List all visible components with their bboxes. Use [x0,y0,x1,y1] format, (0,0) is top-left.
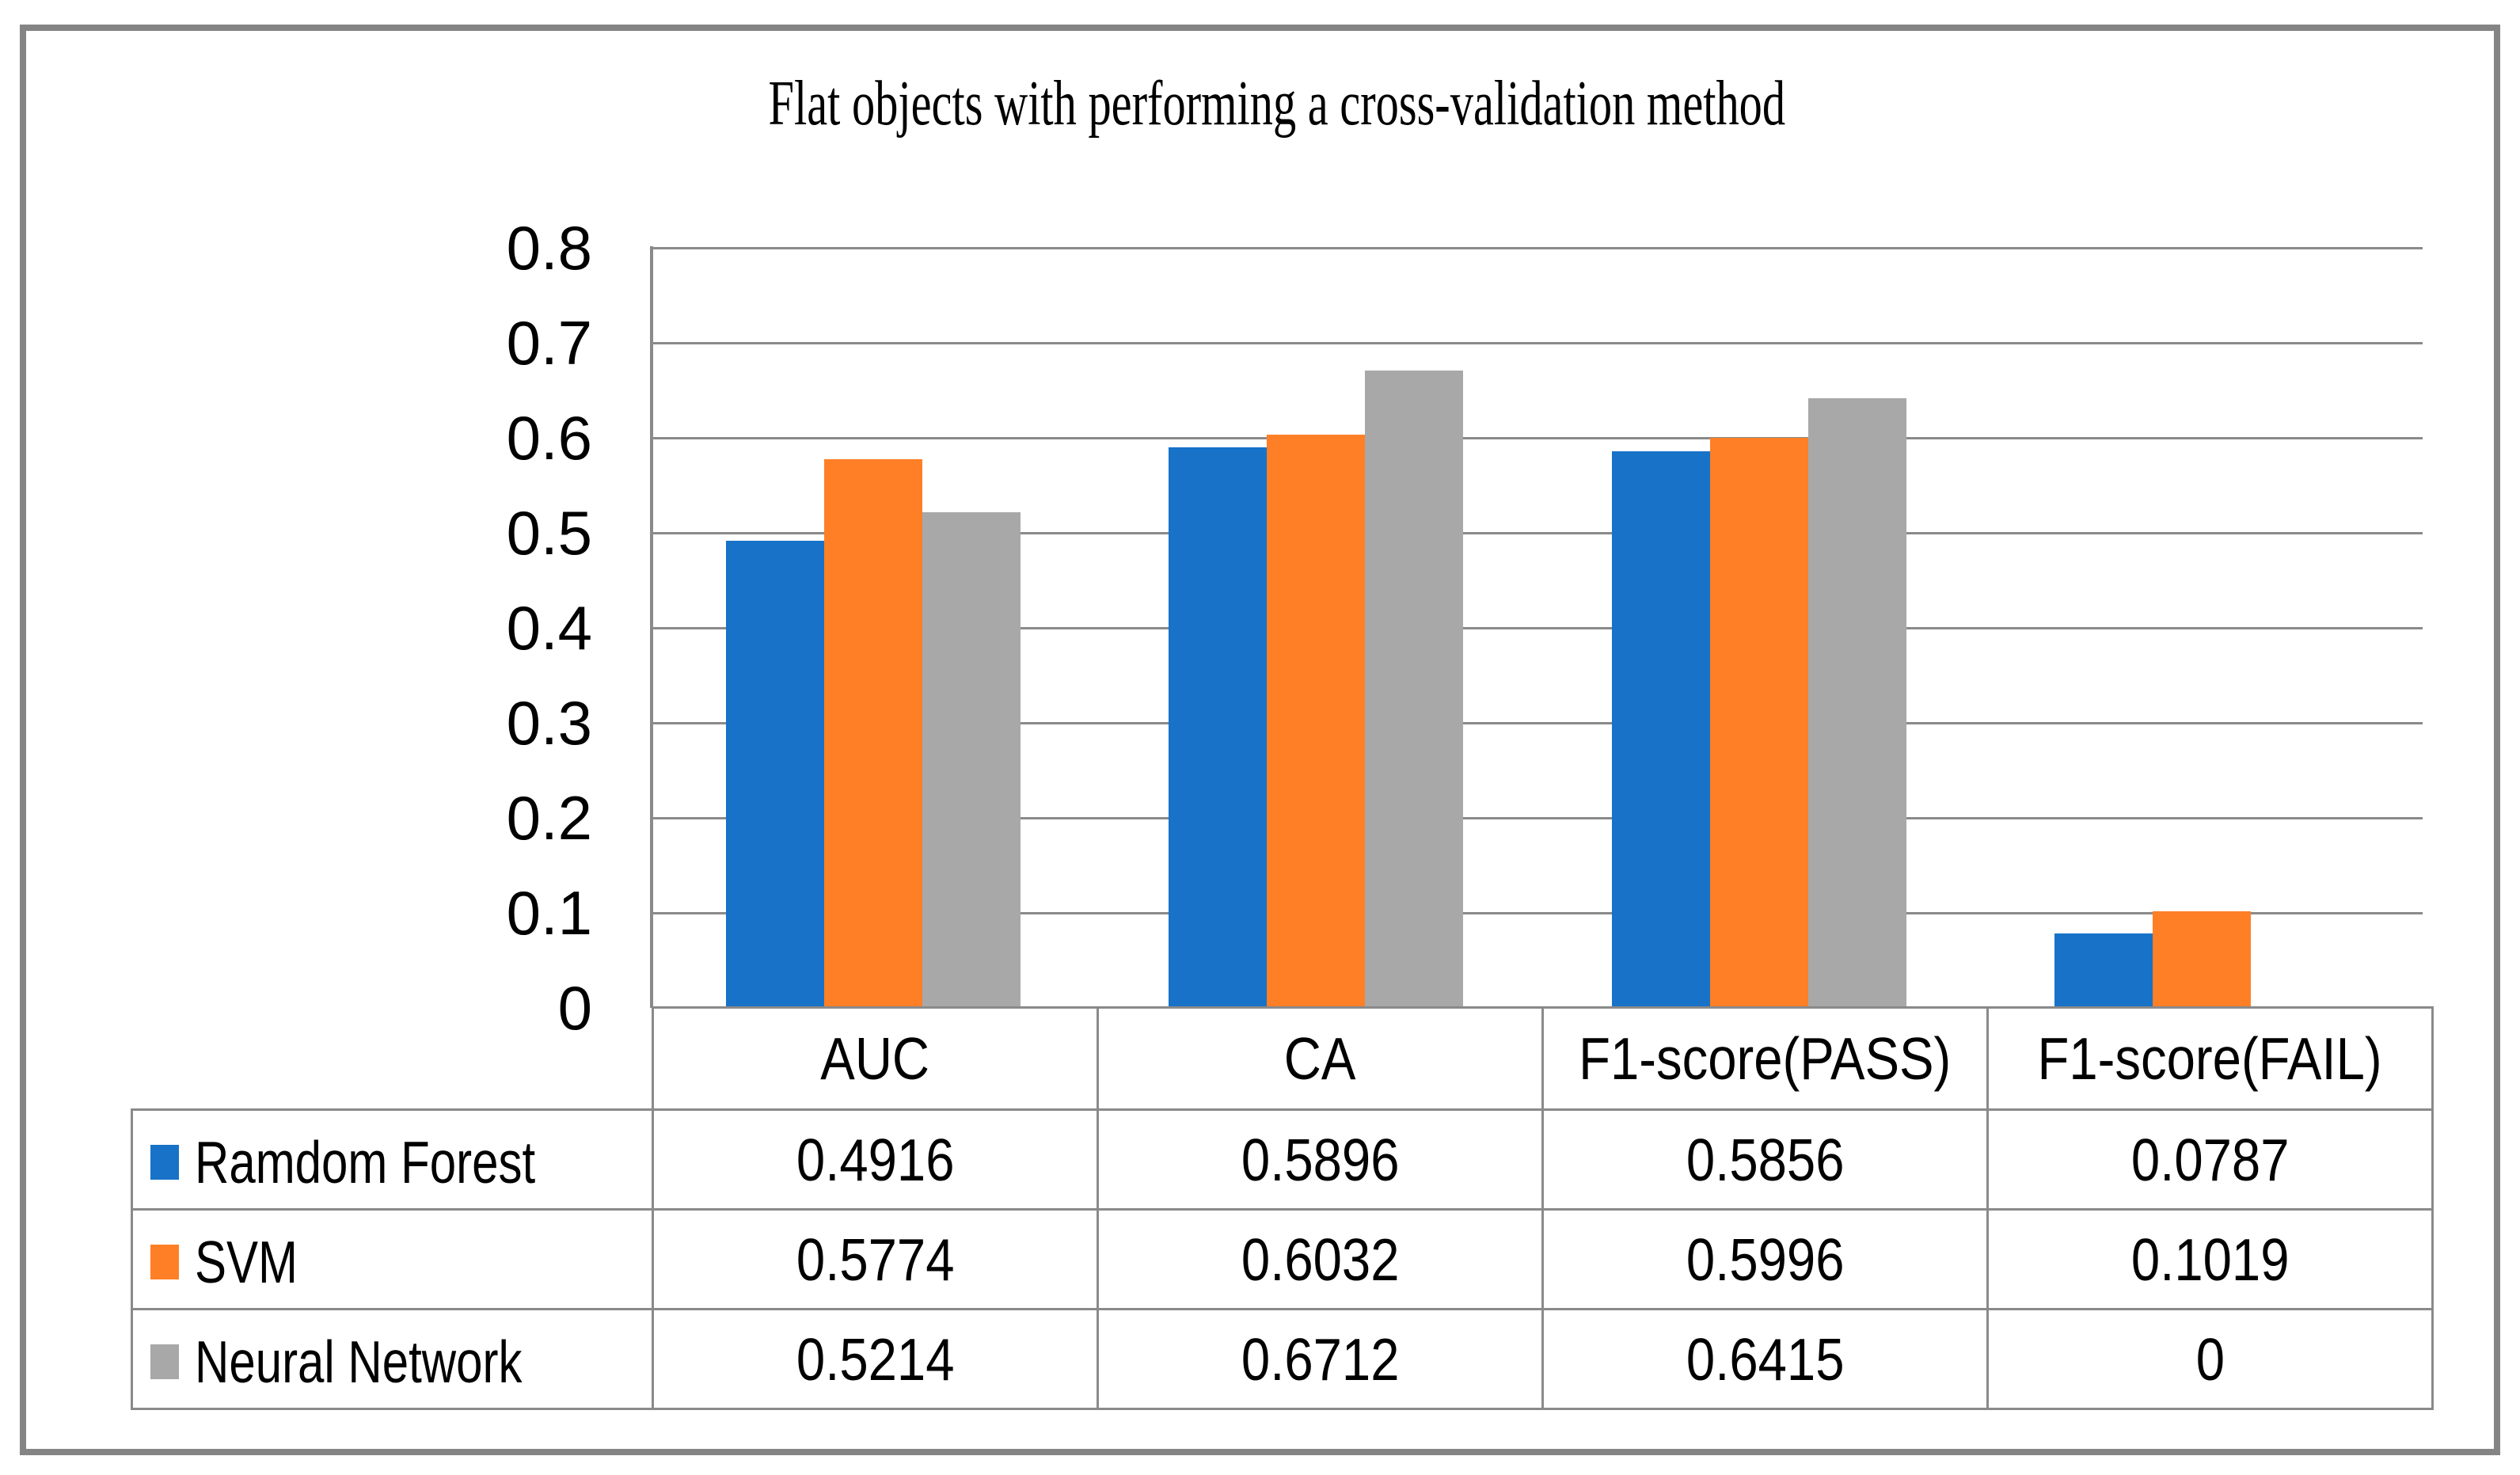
bar-neural-network-f1-score-pass- [1808,398,1906,1008]
value-cell: 0.5774 [652,1208,1099,1310]
gridline-0.1 [652,911,2423,914]
legend-cell: SVM [131,1208,652,1310]
legend-label: Neural Network [195,1328,523,1395]
value-text: 0.0787 [2130,1126,2290,1193]
plot-area [652,248,2423,1008]
value-text: 0.5774 [796,1226,955,1293]
data-table: AUC CA F1-score(PASS) F1-score(FAIL) 0.4916 0… [652,1006,2434,1410]
gridline-0.3 [652,721,2423,724]
category-header-label: CA [1284,1025,1356,1092]
value-text: 0.4916 [796,1126,955,1193]
value-text: 0.6712 [1241,1325,1400,1393]
legend-row: SVM [131,1208,652,1310]
legend-swatch-icon [150,1344,179,1379]
value-cell: 0.5996 [1541,1208,1989,1310]
value-text: 0.1019 [2130,1226,2290,1293]
bar-ramdom-forest-auc [726,541,824,1008]
bar-svm-f1-score-fail- [2153,911,2251,1008]
y-tick-label-0.2: 0.2 [506,783,592,853]
category-header-cell: CA [1097,1006,1544,1111]
legend-swatch-icon [150,1144,179,1180]
gridline-0.7 [652,341,2423,344]
legend-label: Ramdom Forest [195,1128,536,1196]
gridline-0.6 [652,436,2423,439]
y-tick-label-0.7: 0.7 [506,308,592,378]
value-cell: 0.5856 [1541,1108,1989,1211]
bar-ramdom-forest-f1-score-pass- [1612,451,1710,1008]
bar-ramdom-forest-ca [1169,447,1267,1008]
value-cell: 0.6415 [1541,1308,1989,1410]
legend-cell: Neural Network [131,1308,652,1410]
bar-neural-network-ca [1365,371,1463,1008]
legend-swatch-icon [150,1244,179,1279]
value-cell: 0.5214 [652,1308,1099,1410]
y-tick-label-0.4: 0.4 [506,593,592,663]
value-text: 0.6032 [1241,1226,1400,1293]
value-text: 0.5996 [1686,1226,1845,1293]
gridline-0.8 [652,246,2423,249]
category-header-label: F1-score(FAIL) [2037,1025,2383,1092]
value-text: 0.6415 [1686,1325,1845,1393]
y-axis-line [650,246,653,1008]
y-tick-label-0.5: 0.5 [506,498,592,568]
value-text: 0.5896 [1241,1126,1400,1193]
bar-svm-auc [824,459,922,1008]
gridline-0.4 [652,626,2423,629]
bar-svm-ca [1267,435,1365,1008]
value-cell: 0.6032 [1097,1208,1544,1310]
value-text: 0.5856 [1686,1126,1845,1193]
value-cell: 0.5896 [1097,1108,1544,1211]
legend-row: Ramdom Forest [131,1108,652,1211]
category-header-cell: F1-score(PASS) [1541,1006,1989,1111]
legend-row: Neural Network [131,1308,652,1410]
category-header-cell: AUC [652,1006,1099,1111]
value-cell: 0.4916 [652,1108,1099,1211]
value-cell: 0.0787 [1986,1108,2434,1211]
value-text: 0.5214 [796,1325,955,1393]
table-row: 0.5214 0.6712 0.6415 0 [652,1308,2434,1410]
table-row: 0.5774 0.6032 0.5996 0.1019 [652,1208,2434,1310]
bar-ramdom-forest-f1-score-fail- [2054,933,2153,1008]
y-tick-label-0.8: 0.8 [506,213,592,283]
y-tick-label-0.6: 0.6 [506,403,592,473]
gridline-0.5 [652,531,2423,534]
y-tick-label-0.3: 0.3 [506,688,592,758]
category-header-label: AUC [820,1025,930,1092]
table-row: 0.4916 0.5896 0.5856 0.0787 [652,1108,2434,1211]
value-cell: 0 [1986,1308,2434,1410]
value-text: 0 [2195,1325,2225,1393]
chart-title-text: Flat objects with performing a cross-val… [768,69,1785,139]
y-tick-label-0: 0 [557,973,592,1043]
value-cell: 0.1019 [1986,1208,2434,1310]
legend-table: Ramdom Forest SVM Neural Network [131,1108,652,1410]
bar-svm-f1-score-pass- [1710,438,1808,1008]
gridline-0.2 [652,816,2423,819]
category-header-label: F1-score(PASS) [1579,1025,1952,1092]
legend-label: SVM [195,1228,298,1295]
bar-neural-network-auc [922,512,1021,1008]
legend-cell: Ramdom Forest [131,1108,652,1211]
category-header-cell: F1-score(FAIL) [1986,1006,2434,1111]
y-tick-label-0.1: 0.1 [506,878,592,948]
category-header-row: AUC CA F1-score(PASS) F1-score(FAIL) [652,1006,2434,1111]
value-cell: 0.6712 [1097,1308,1544,1410]
chart-title: Flat objects with performing a cross-val… [131,60,2423,147]
